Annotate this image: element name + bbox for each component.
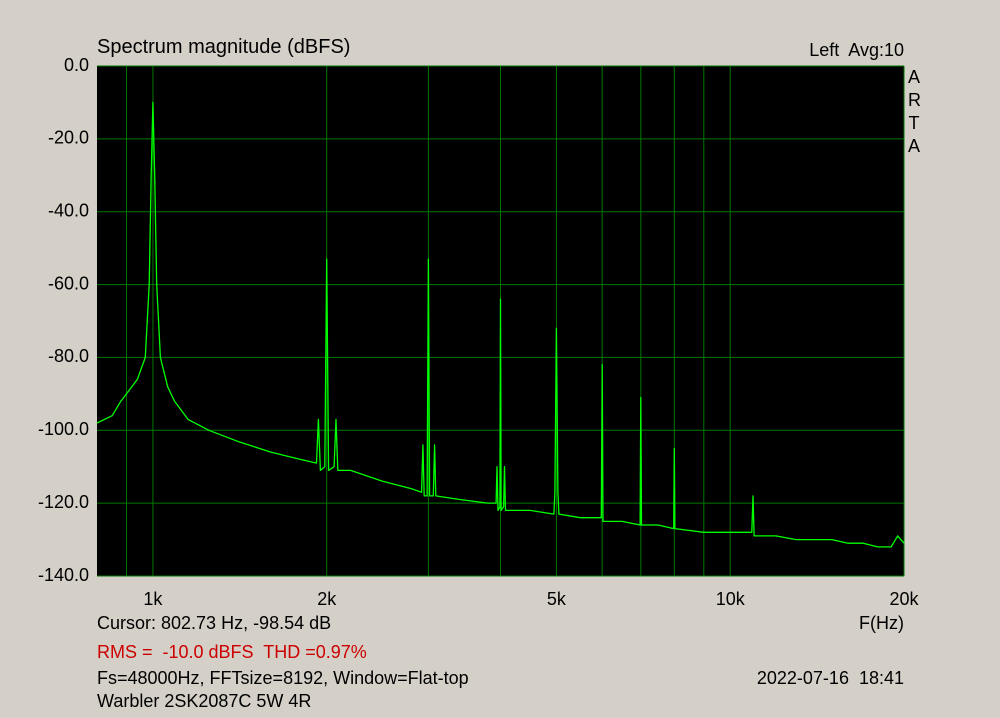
- y-tick-label: -140.0: [38, 565, 89, 585]
- y-tick-label: 0.0: [64, 55, 89, 75]
- timestamp: 2022-07-16 18:41: [756, 668, 904, 688]
- x-tick-label: 10k: [716, 589, 746, 609]
- y-tick-label: -40.0: [48, 200, 89, 220]
- channel-label: Left Avg:10: [809, 40, 904, 60]
- x-tick-label: 1k: [143, 589, 163, 609]
- y-tick-label: -80.0: [48, 346, 89, 366]
- rms-thd: RMS = -10.0 dBFS THD =0.97%: [97, 642, 367, 662]
- cursor-readout: Cursor: 802.73 Hz, -98.54 dB: [97, 613, 332, 633]
- chart-title: Spectrum magnitude (dBFS): [97, 36, 351, 58]
- y-tick-label: -60.0: [48, 273, 89, 293]
- y-tick-label: -120.0: [38, 492, 89, 512]
- x-axis-label: F(Hz): [859, 613, 904, 633]
- x-tick-label: 2k: [317, 589, 337, 609]
- watermark: ARTA: [908, 67, 921, 156]
- device: Warbler 2SK2087C 5W 4R: [97, 691, 312, 711]
- settings: Fs=48000Hz, FFTsize=8192, Window=Flat-to…: [97, 668, 469, 688]
- x-tick-label: 5k: [547, 589, 567, 609]
- spectrum-line: [96, 101, 905, 548]
- x-tick-label: 20k: [889, 589, 919, 609]
- y-tick-label: -20.0: [48, 128, 89, 148]
- y-tick-label: -100.0: [38, 419, 89, 439]
